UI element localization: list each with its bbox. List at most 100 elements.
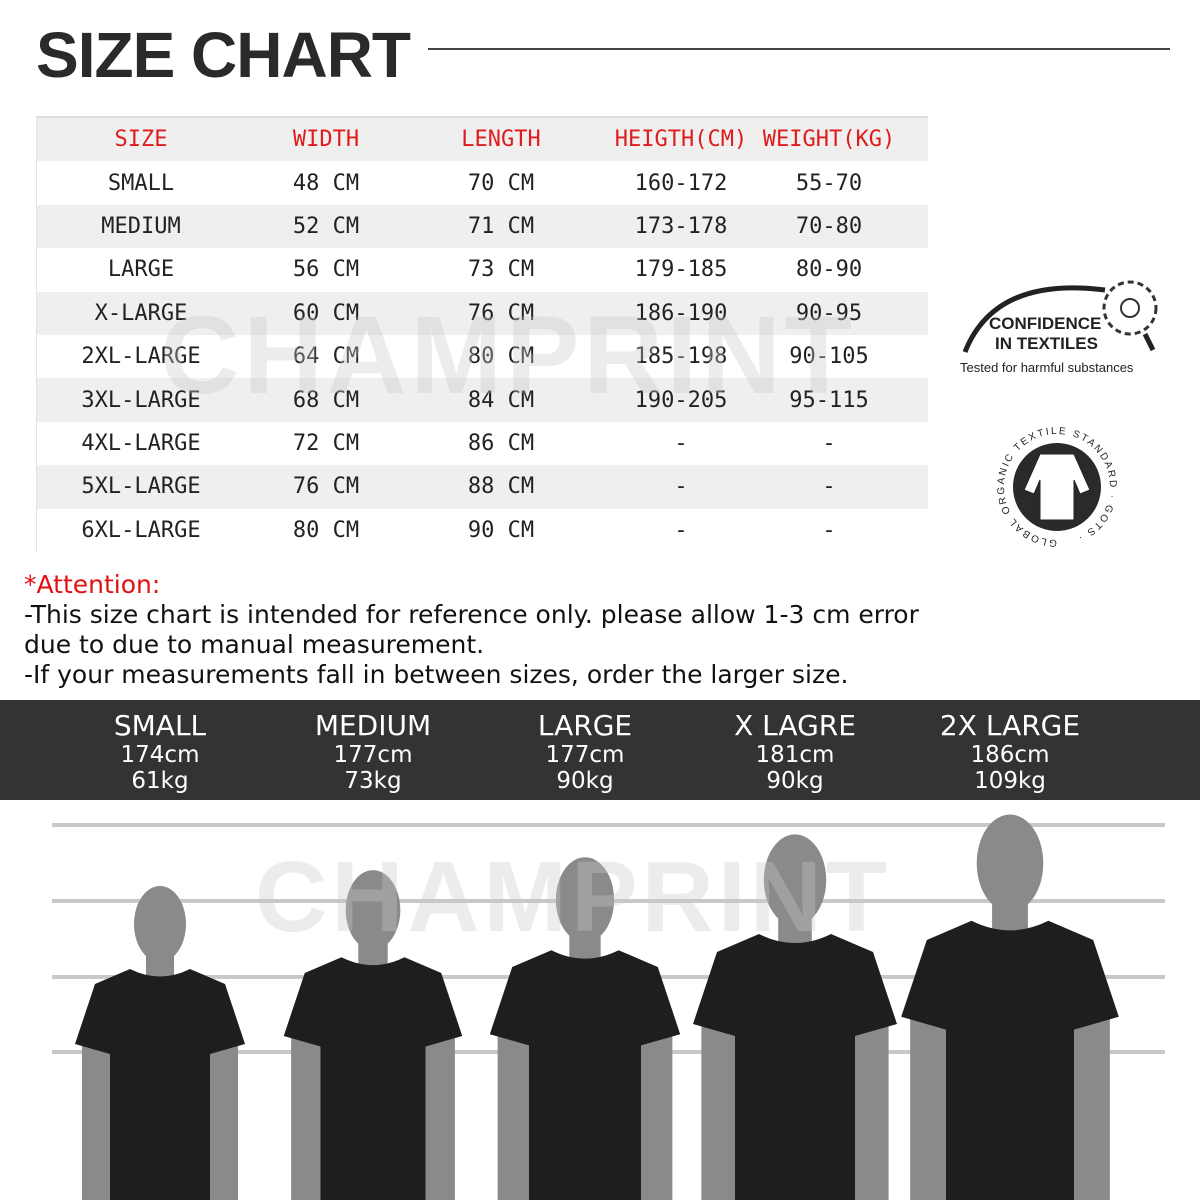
cell: 179-185 — [634, 257, 728, 283]
model-silhouette — [283, 870, 463, 1200]
cell: 90-105 — [789, 344, 869, 370]
model-height: 186cm — [970, 742, 1050, 768]
cell: - — [822, 430, 836, 456]
cell: 76 CM — [467, 300, 535, 326]
oeko-line2: IN TEXTILES — [995, 334, 1098, 353]
cell: 80-90 — [795, 257, 863, 283]
table-row: MEDIUM 52 CM 71 CM 173-178 70-80 — [37, 204, 928, 249]
oeko-arc-icon — [962, 280, 1158, 353]
model-info: X LAGRE 181cm 90kg — [734, 709, 856, 795]
attention-line3: -If your measurements fall in between si… — [24, 660, 849, 689]
cell: - — [674, 474, 688, 500]
table-header-row: SIZE WIDTH LENGTH HEIGTH(CM) WEIGHT(KG) — [37, 118, 928, 162]
cell: - — [822, 517, 836, 543]
cell: 84 CM — [467, 387, 535, 413]
model-weight: 109kg — [974, 768, 1046, 794]
cell: LENGTH — [461, 127, 541, 153]
model-info-band: SMALL 174cm 61kg MEDIUM 177cm 73kg LARGE 177cm 9… — [0, 700, 1200, 800]
model-size: X LAGRE — [734, 709, 856, 742]
model-figures — [52, 814, 1165, 1200]
attention-line1: -This size chart is intended for referen… — [24, 600, 919, 629]
cell: 186-190 — [634, 300, 728, 326]
model-weight: 90kg — [766, 768, 824, 794]
size-table: SIZE WIDTH LENGTH HEIGTH(CM) WEIGHT(KG) SMALL… — [36, 116, 928, 552]
cell: 190-205 — [634, 387, 728, 413]
model-info: LARGE 177cm 90kg — [537, 709, 633, 795]
watermark-lower: CHAMPRINT — [255, 841, 891, 953]
title-divider — [428, 48, 1170, 50]
table-row: 3XL-LARGE 68 CM 84 CM 190-205 95-115 — [37, 378, 928, 422]
model-silhouette — [693, 834, 897, 1200]
table-row: 4XL-LARGE 72 CM 86 CM - - — [37, 422, 928, 465]
cell: 73 CM — [467, 257, 535, 283]
cell: 48 CM — [292, 170, 360, 196]
cell: 90 CM — [467, 517, 535, 543]
cell: 70 CM — [467, 170, 535, 196]
cell: - — [674, 430, 688, 456]
cell: 3XL-LARGE — [81, 387, 201, 413]
attention-line2: due to due to manual measurement. — [24, 630, 485, 659]
model-size: SMALL — [113, 709, 207, 742]
page-title: SIZE CHART — [36, 19, 411, 91]
table-row: SMALL 48 CM 70 CM 160-172 55-70 — [37, 161, 928, 204]
model-silhouette — [75, 886, 245, 1200]
cell: 72 CM — [292, 430, 360, 456]
model-silhouette — [489, 857, 681, 1200]
cell: 86 CM — [467, 430, 535, 456]
cell: 55-70 — [795, 170, 863, 196]
cell: 160-172 — [634, 170, 728, 196]
model-weight: 90kg — [556, 768, 614, 794]
cell: 64 CM — [292, 344, 360, 370]
model-silhouette — [901, 814, 1119, 1200]
model-height: 174cm — [120, 742, 200, 768]
cell: LARGE — [107, 257, 175, 283]
gots-logo: GLOBAL ORGANIC TEXTILE STANDARD · GOTS · — [990, 420, 1125, 555]
model-size: MEDIUM — [314, 709, 432, 742]
cell: SMALL — [107, 170, 175, 196]
cell: 185-198 — [634, 344, 728, 370]
attention-heading: *Attention: — [24, 570, 161, 599]
cell: MEDIUM — [101, 213, 181, 239]
cell: - — [822, 474, 836, 500]
oeko-tex-logo: CONFIDENCE IN TEXTILES Tested for harmfu… — [955, 276, 1170, 386]
cell: 56 CM — [292, 257, 360, 283]
cell: 80 CM — [292, 517, 360, 543]
cell: HEIGTH(CM) — [614, 127, 748, 153]
cell: 95-115 — [789, 387, 869, 413]
model-info: SMALL 174cm 61kg — [113, 709, 207, 795]
model-size: 2X LARGE — [939, 709, 1081, 742]
cell: 173-178 — [634, 213, 728, 239]
cell: 60 CM — [292, 300, 360, 326]
cell: 5XL-LARGE — [81, 474, 201, 500]
table-row: 6XL-LARGE 80 CM 90 CM - - — [37, 509, 928, 552]
table-row: 2XL-LARGE 64 CM 80 CM 185-198 90-105 — [37, 335, 928, 378]
cell: 2XL-LARGE — [81, 344, 201, 370]
cell: 68 CM — [292, 387, 360, 413]
cell: WEIGHT(KG) — [762, 127, 896, 153]
model-size: LARGE — [537, 709, 633, 742]
cell: 88 CM — [467, 474, 535, 500]
cell: 80 CM — [467, 344, 535, 370]
attention-notes: *Attention: -This size chart is intended… — [24, 570, 919, 690]
table-row: LARGE 56 CM 73 CM 179-185 80-90 — [37, 248, 928, 291]
model-weight: 61kg — [131, 768, 189, 794]
cell: WIDTH — [292, 127, 360, 153]
watermark: CHAMPRINT — [160, 294, 856, 417]
cell: 6XL-LARGE — [81, 517, 201, 543]
model-height: 177cm — [333, 742, 413, 768]
model-height: 181cm — [755, 742, 835, 768]
cell: X-LARGE — [94, 300, 188, 326]
cell: 52 CM — [292, 213, 360, 239]
cell: 4XL-LARGE — [81, 430, 201, 456]
cell: SIZE — [114, 127, 168, 153]
model-info: MEDIUM 177cm 73kg — [314, 709, 432, 795]
model-weight: 73kg — [344, 768, 402, 794]
height-line — [52, 823, 1165, 827]
table-row: X-LARGE 60 CM 76 CM 186-190 90-95 — [37, 291, 928, 335]
model-height: 177cm — [545, 742, 625, 768]
table-row: 5XL-LARGE 76 CM 88 CM - - — [37, 465, 928, 509]
cell: 70-80 — [795, 213, 863, 239]
cell: 76 CM — [292, 474, 360, 500]
model-info: 2X LARGE 186cm 109kg — [939, 709, 1081, 795]
oeko-line1: CONFIDENCE — [989, 314, 1102, 333]
